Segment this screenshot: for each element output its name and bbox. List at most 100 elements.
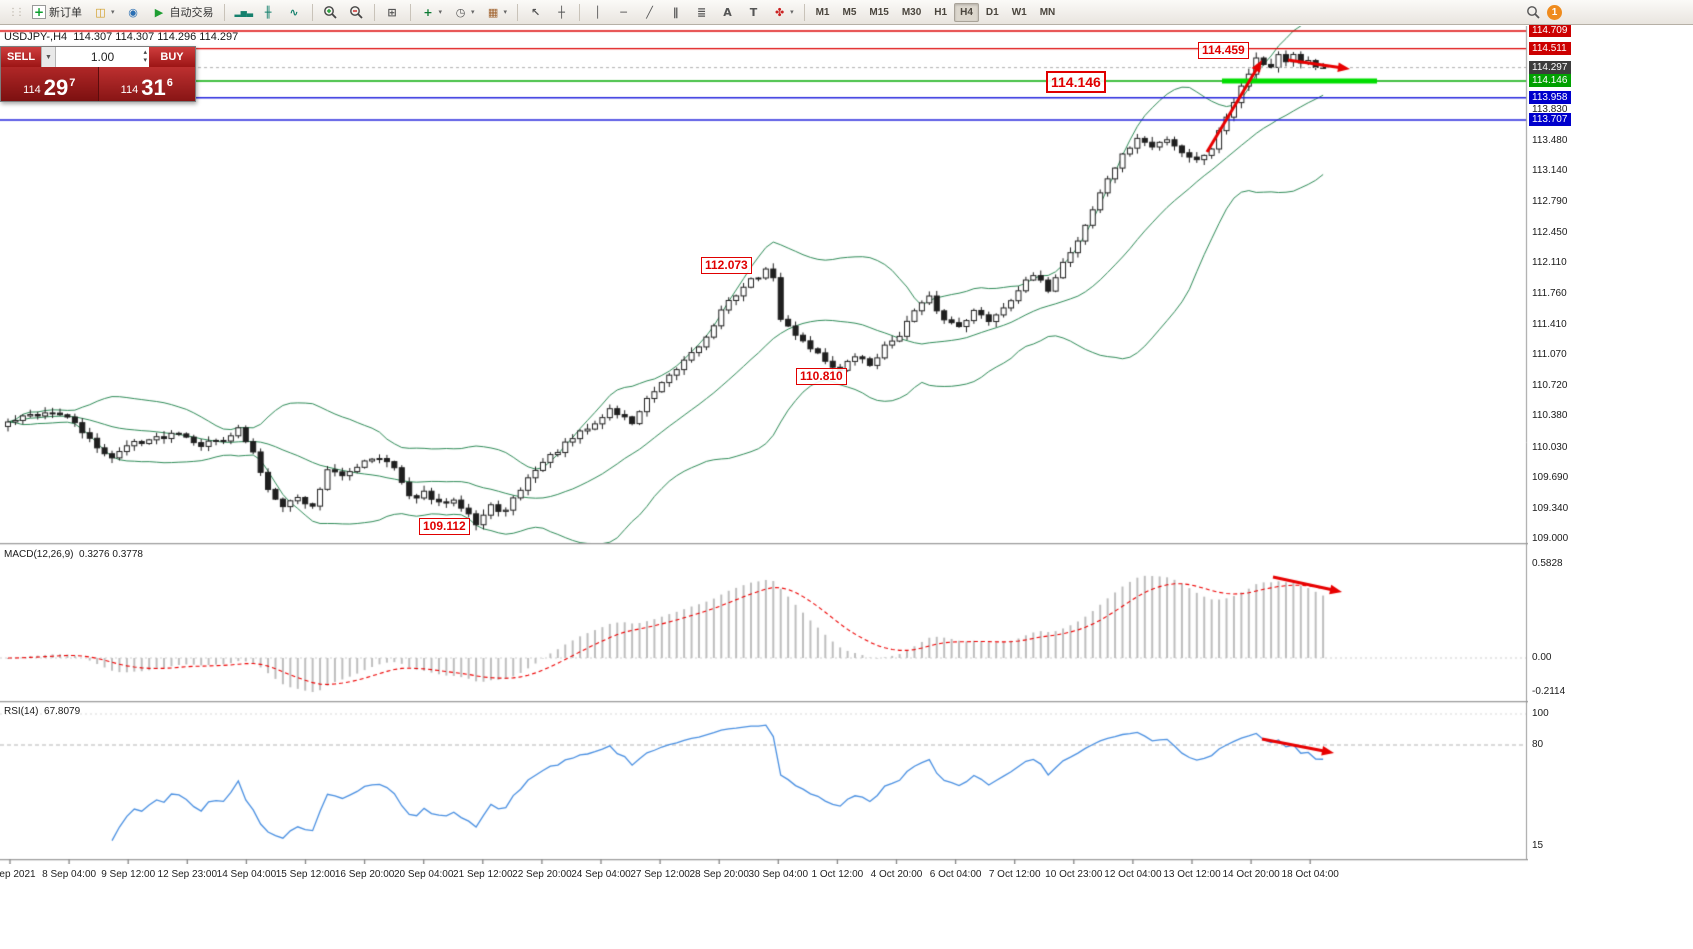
price-annotation[interactable]: 110.810	[796, 368, 847, 385]
price-line-label: 114.146	[1529, 73, 1572, 87]
timeframe-h1[interactable]: H1	[934, 6, 948, 18]
bar-chart-button[interactable]: ▂▅▃	[230, 2, 255, 23]
line-chart-icon: ∿	[289, 5, 299, 19]
toolbar-handle[interactable]: ⋮⋮	[8, 6, 25, 18]
fibonacci-button[interactable]: ≣	[689, 2, 714, 23]
price-annotation[interactable]: 109.112	[419, 518, 470, 535]
time-axis-label: 10 Oct 23:00	[1045, 869, 1103, 880]
ask-whole: 114	[120, 84, 139, 96]
buy-price-button[interactable]: 114 31 6	[97, 67, 195, 101]
axis-label: 109.000	[1532, 532, 1569, 544]
price-line-label: 114.511	[1529, 41, 1571, 55]
timeframe-mn[interactable]: MN	[1039, 6, 1056, 18]
periods-button[interactable]: ◷ ▾	[448, 2, 480, 23]
timeframe-w1[interactable]: W1	[1011, 6, 1027, 18]
zoom-out-button[interactable]	[344, 2, 369, 23]
search-button[interactable]	[1521, 2, 1546, 23]
trendline-icon: ╱	[646, 5, 653, 19]
cursor-icon: ↖	[530, 5, 541, 19]
text-button[interactable]: A	[715, 2, 740, 23]
separator	[409, 3, 411, 21]
bar-chart-icon: ▂▅▃	[234, 7, 253, 17]
market-watch-icon: ◉	[128, 5, 138, 19]
axis-label: 110.380	[1532, 410, 1568, 422]
channel-icon: ∥	[672, 5, 679, 19]
rsi-name: RSI(14)	[4, 706, 39, 717]
time-axis-label: 1 Oct 12:00	[811, 869, 864, 880]
candlestick-button[interactable]: ╫	[256, 2, 281, 23]
horizontal-line-button[interactable]: ─	[611, 2, 636, 23]
channel-button[interactable]: ∥	[663, 2, 688, 23]
timeframe-m5[interactable]: M5	[842, 6, 857, 18]
axis-label: 112.450	[1532, 226, 1568, 238]
ask-pips: 31	[141, 75, 166, 100]
price-annotation[interactable]: 114.146	[1046, 71, 1106, 93]
timeframe-m30[interactable]: M30	[901, 6, 922, 18]
timeframe-h4[interactable]: H4	[954, 2, 979, 22]
axis-label: 0.00	[1532, 652, 1552, 663]
zoom-in-button[interactable]	[318, 2, 343, 23]
volume-down-button[interactable]: ▾	[143, 57, 147, 64]
axis-label: 112.110	[1532, 256, 1567, 268]
price-line-label: 114.709	[1529, 24, 1572, 37]
axis-label: 80	[1532, 739, 1544, 751]
chevron-down-icon: ▼	[45, 53, 52, 61]
timeframe-m15[interactable]: M15	[869, 6, 889, 18]
arrows-button[interactable]: ✤ ▾	[767, 2, 799, 23]
autotrading-button[interactable]: ▶ 自动交易	[147, 2, 219, 23]
chevron-down-icon: ▾	[438, 9, 443, 16]
fibonacci-icon: ≣	[696, 5, 707, 19]
macd-name: MACD(12,26,9)	[4, 549, 74, 560]
cursor-button[interactable]: ↖	[523, 2, 548, 23]
timeframe-toolbar: M1 M5 M15 M30 H1 H4 D1 W1 MN	[810, 2, 1062, 22]
crosshair-icon: ┼	[558, 5, 565, 19]
time-axis-label: 21 Sep 12:00	[453, 869, 513, 880]
timeframe-d1[interactable]: D1	[985, 6, 999, 18]
ohlc-values: 114.307 114.307 114.296 114.297	[73, 31, 239, 43]
volume-input[interactable]: 1.00 ▴ ▾	[56, 47, 149, 67]
price-annotation[interactable]: 112.073	[701, 257, 752, 274]
line-chart-button[interactable]: ∿	[282, 2, 307, 23]
price-line-label: 114.297	[1529, 60, 1572, 74]
price-line-label: 113.707	[1529, 112, 1572, 126]
indicators-button[interactable]: + ▾	[416, 2, 448, 23]
buy-button[interactable]: BUY	[149, 47, 195, 67]
volume-dropdown[interactable]: ▼	[41, 47, 56, 67]
crosshair-button[interactable]: ┼	[549, 2, 574, 23]
sell-price-button[interactable]: 114 29 7	[1, 67, 98, 101]
chevron-down-icon: ▾	[471, 9, 475, 16]
volume-up-button[interactable]: ▴	[143, 49, 147, 56]
new-chart-button[interactable]: ◫ ▾	[88, 2, 120, 23]
time-axis-label: 12 Sep 23:00	[157, 869, 218, 880]
sell-button[interactable]: SELL	[1, 47, 41, 67]
vertical-line-icon: │	[594, 5, 601, 19]
candlestick-chart[interactable]	[0, 26, 1528, 864]
tile-windows-button[interactable]: ⊞	[380, 2, 405, 23]
templates-icon: ▦	[487, 5, 499, 19]
market-watch-button[interactable]: ◉	[121, 2, 146, 23]
time-axis-label: 15 Sep 12:00	[275, 869, 336, 880]
timeframe-m1[interactable]: M1	[815, 6, 830, 18]
new-order-button[interactable]: + 新订单	[27, 2, 87, 23]
trendline-button[interactable]: ╱	[637, 2, 662, 23]
separator	[579, 3, 581, 21]
price-axis[interactable]: 113.830 113.480 113.140 112.790 112.450 112.1…	[1529, 24, 1693, 866]
axis-label: 110.030	[1532, 441, 1568, 453]
text-label-icon: T	[749, 5, 758, 19]
time-axis-label: 9 Sep 12:00	[101, 869, 156, 880]
axis-label: 15	[1532, 839, 1544, 851]
time-axis-label: 6 Oct 04:00	[929, 869, 982, 880]
text-label-button[interactable]: T	[741, 2, 766, 23]
time-axis-label: 16 Sep 20:00	[334, 869, 395, 880]
notification-badge[interactable]: 1	[1547, 4, 1562, 20]
templates-button[interactable]: ▦ ▾	[481, 2, 513, 23]
volume-value: 1.00	[90, 50, 115, 64]
chart-title: USDJPY-,H4 114.307 114.307 114.296 114.2…	[4, 31, 238, 43]
time-axis-label: 13 Oct 12:00	[1163, 869, 1221, 880]
periods-icon: ◷	[455, 5, 466, 19]
price-annotation[interactable]: 114.459	[1198, 42, 1249, 59]
vertical-line-button[interactable]: │	[585, 2, 610, 23]
new-order-label: 新订单	[49, 7, 82, 19]
time-axis-label: 14 Oct 20:00	[1222, 869, 1280, 880]
